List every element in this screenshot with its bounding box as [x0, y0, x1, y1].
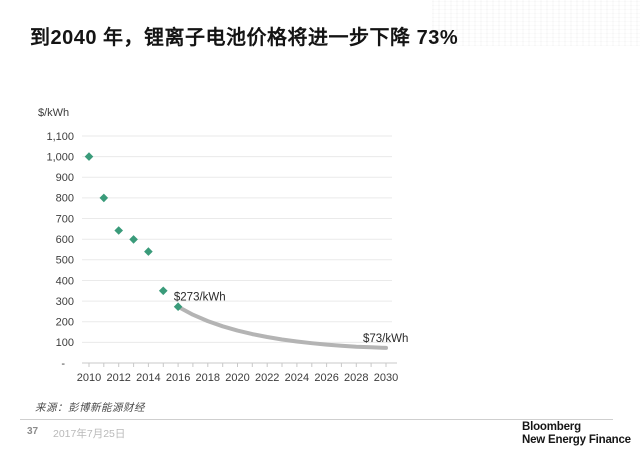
- x-tick-label: 2022: [255, 372, 279, 384]
- x-tick-label: 2028: [344, 372, 368, 384]
- y-tick-label: -: [61, 358, 65, 370]
- y-tick-label: 400: [56, 275, 74, 287]
- bnef-logo: Bloomberg New Energy Finance: [522, 421, 631, 446]
- footer-divider: [20, 419, 613, 420]
- y-tick-label: 1,000: [46, 151, 74, 163]
- price-annotation: $73/kWh: [363, 333, 408, 345]
- x-tick-label: 2026: [314, 372, 338, 384]
- page-title: 到2040 年，锂离子电池价格将进一步下降 73%: [30, 27, 459, 49]
- page-number: 37: [27, 426, 39, 437]
- slide-date: 2017年7月25日: [53, 428, 126, 440]
- y-tick-label: 800: [56, 193, 74, 205]
- x-tick-label: 2030: [374, 372, 398, 384]
- y-tick-label: 1,100: [46, 131, 74, 143]
- price-annotation: $273/kWh: [174, 292, 226, 304]
- y-tick-label: 200: [56, 317, 74, 329]
- forecast-curve: [176, 304, 388, 350]
- y-tick-label: 900: [56, 172, 74, 184]
- price-point: [114, 226, 123, 235]
- price-point: [129, 235, 138, 244]
- x-tick-label: 2016: [166, 372, 190, 384]
- price-point: [99, 193, 109, 203]
- price-point: [84, 152, 94, 161]
- y-tick-label: 100: [56, 337, 74, 349]
- y-tick-label: 500: [56, 255, 74, 267]
- x-tick-label: 2018: [196, 372, 220, 384]
- price-point: [144, 247, 153, 256]
- logo-line-1: Bloomberg: [522, 421, 581, 433]
- x-tick-label: 2020: [225, 372, 249, 384]
- x-tick-label: 2014: [136, 372, 160, 384]
- y-axis-unit-label: $/kWh: [38, 107, 69, 119]
- x-tick-label: 2010: [77, 372, 101, 384]
- battery-price-chart: 1,1001,000900800700600500400300200100-20…: [38, 107, 408, 384]
- x-tick-label: 2024: [285, 372, 309, 384]
- x-tick-label: 2012: [106, 372, 130, 384]
- watermark-texture: [432, 0, 640, 46]
- y-tick-label: 300: [56, 296, 74, 308]
- source-note: 来源：彭博新能源财经: [35, 402, 145, 414]
- chart-area: 1,100 1,000 900 800 700 600 500 400 300 200 100-20…: [0, 90, 640, 390]
- logo-line-2: New Energy Finance: [522, 433, 631, 446]
- price-point: [173, 302, 183, 311]
- y-tick-label: 700: [56, 213, 74, 225]
- price-point: [158, 286, 168, 296]
- y-tick-label: 600: [56, 234, 74, 246]
